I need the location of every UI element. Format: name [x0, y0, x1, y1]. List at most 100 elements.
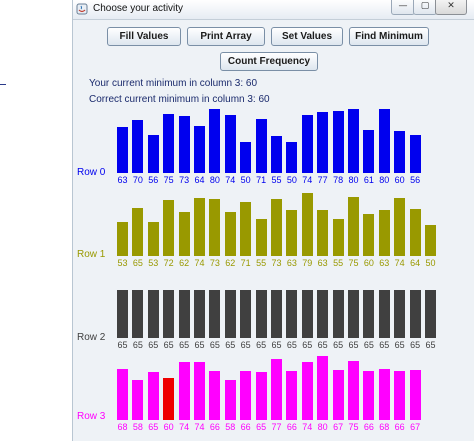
row-2-value-15: 65 [348, 340, 359, 350]
row-3-value-12: 74 [302, 422, 313, 432]
row-1-bar-6 [209, 199, 221, 256]
row-0-value-8: 50 [240, 175, 251, 185]
row-1-value-16: 60 [363, 258, 374, 268]
row-1-value-13: 63 [317, 258, 328, 268]
row-0-value-4: 73 [179, 175, 190, 185]
row-1-bar-16 [363, 214, 375, 256]
row-0-bar-3 [163, 114, 175, 173]
row-1-bar-0 [117, 222, 128, 256]
row-3-bar-2 [147, 372, 159, 420]
row-1-value-7: 62 [225, 258, 236, 268]
row-2-value-14: 65 [333, 340, 344, 350]
row-3-value-10: 77 [271, 422, 282, 432]
row-1-bar-11 [286, 210, 298, 256]
count-frequency-button[interactable]: Count Frequency [220, 52, 318, 71]
row-0-bar-5 [194, 126, 205, 173]
row-0-bar-10 [271, 136, 282, 173]
row-1-bar-4 [178, 212, 190, 256]
row-1-value-1: 65 [132, 258, 143, 268]
row-0-value-14: 78 [333, 175, 344, 185]
row-3-value-17: 68 [379, 422, 390, 432]
row-1-bar-7 [224, 212, 236, 256]
row-1-value-15: 75 [348, 258, 359, 268]
title-bar[interactable]: Choose your activity — ▢ ✕ [73, 0, 474, 20]
row-0-bar-19 [409, 135, 421, 173]
row-0-bar-18 [394, 131, 406, 173]
row-1-value-14: 55 [333, 258, 344, 268]
row-1-value-6: 73 [209, 258, 220, 268]
row-0-bar-16 [363, 130, 375, 173]
row-3-value-15: 75 [348, 422, 359, 432]
row-1-value-20: 50 [425, 258, 436, 268]
row-0-bar-1 [132, 120, 144, 173]
row-3-bar-11 [286, 371, 298, 420]
row-3-value-2: 65 [148, 422, 159, 432]
maximize-button[interactable]: ▢ [413, 0, 437, 15]
row-1-bar-3 [163, 200, 175, 256]
row-2-value-1: 65 [132, 340, 143, 350]
row-2-bar-12 [301, 290, 313, 338]
row-1-bar-17 [378, 210, 390, 256]
row-3-value-7: 58 [225, 422, 236, 432]
row-2-bar-4 [178, 290, 190, 338]
set-values-button[interactable]: Set Values [271, 27, 343, 46]
find-minimum-button[interactable]: Find Minimum [349, 27, 429, 46]
row-3-bar-19 [409, 370, 421, 420]
row-3-bar-16 [363, 371, 375, 420]
row-2-bar-5 [194, 290, 205, 338]
row-3-bar-0 [117, 369, 128, 420]
row-2-value-0: 65 [117, 340, 128, 350]
row-3-bar-15 [348, 361, 359, 420]
row-3-value-18: 66 [394, 422, 405, 432]
row-0-value-6: 80 [209, 175, 220, 185]
row-2-bar-19 [409, 290, 421, 338]
row-3-value-11: 66 [286, 422, 297, 432]
row-1-bar-13 [317, 210, 329, 256]
row-0-value-16: 61 [363, 175, 374, 185]
row-0-value-9: 71 [256, 175, 267, 185]
row-0-value-11: 50 [286, 175, 297, 185]
print-array-button[interactable]: Print Array [187, 27, 265, 46]
row-label-2: Row 2 [77, 332, 106, 343]
row-3-value-16: 66 [363, 422, 374, 432]
minimize-button[interactable]: — [391, 0, 415, 15]
close-button[interactable]: ✕ [435, 0, 467, 15]
row-3-bar-5 [194, 362, 205, 420]
row-2-value-2: 65 [148, 340, 159, 350]
row-2-value-17: 65 [379, 340, 390, 350]
row-2-value-20: 65 [425, 340, 436, 350]
row-0-value-17: 80 [379, 175, 390, 185]
row-0-bar-15 [348, 109, 359, 173]
row-3-bar-12 [301, 362, 313, 420]
row-2-bar-6 [209, 290, 221, 338]
row-1-value-9: 55 [256, 258, 267, 268]
row-0-bar-0 [117, 127, 128, 173]
row-2-bar-1 [132, 290, 144, 338]
row-0-bar-8 [240, 142, 252, 173]
row-1-value-18: 74 [394, 258, 405, 268]
correct-minimum-text: Correct current minimum in column 3: 60 [89, 94, 270, 105]
row-0-bar-14 [332, 111, 344, 173]
row-3-value-4: 74 [179, 422, 190, 432]
row-3-bar-8 [240, 371, 252, 420]
fill-values-button[interactable]: Fill Values [107, 27, 181, 46]
row-1-bar-5 [194, 198, 205, 256]
row-2-value-16: 65 [363, 340, 374, 350]
row-1-value-10: 73 [271, 258, 282, 268]
row-1-value-0: 53 [117, 258, 128, 268]
close-icon: ✕ [447, 1, 455, 11]
row-2-bar-2 [147, 290, 159, 338]
row-0-bar-2 [147, 135, 159, 173]
row-3-bar-14 [332, 370, 344, 420]
row-0-value-10: 55 [271, 175, 282, 185]
row-2-value-19: 65 [410, 340, 421, 350]
row-1-bar-12 [301, 193, 313, 256]
row-1-bar-19 [409, 209, 421, 256]
row-0-bar-9 [255, 119, 267, 173]
row-2-bar-14 [332, 290, 344, 338]
row-3-value-14: 67 [333, 422, 344, 432]
row-1-bar-18 [394, 198, 406, 256]
row-2-bar-18 [394, 290, 406, 338]
row-2-value-4: 65 [179, 340, 190, 350]
content-panel: Fill Values Print Array Set Values Find … [77, 22, 436, 441]
